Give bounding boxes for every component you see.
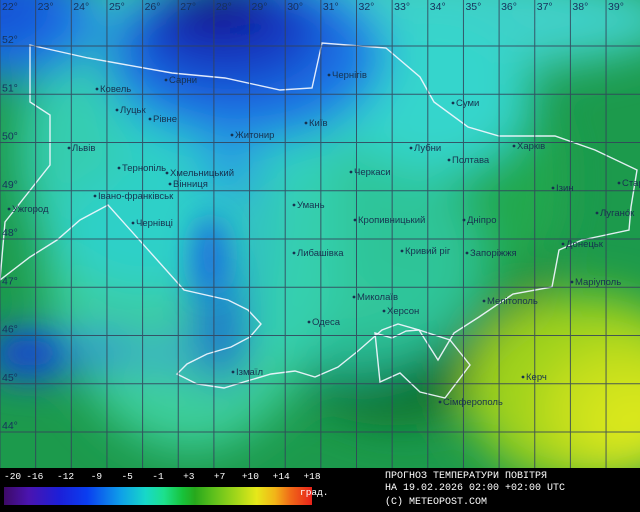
svg-text:Кривий ріг: Кривий ріг xyxy=(405,246,451,257)
svg-text:Маріуполь: Маріуполь xyxy=(575,277,621,288)
svg-text:Ізмаїл: Ізмаїл xyxy=(236,367,263,378)
svg-text:46°: 46° xyxy=(2,324,18,336)
svg-text:Черкаси: Черкаси xyxy=(354,167,391,178)
svg-text:Хмельницький: Хмельницький xyxy=(170,168,234,179)
svg-text:Ужгород: Ужгород xyxy=(12,204,49,215)
svg-text:Рівне: Рівне xyxy=(153,114,177,125)
svg-text:-1: -1 xyxy=(152,471,164,482)
svg-text:23°: 23° xyxy=(38,1,54,13)
svg-text:Миколаїв: Миколаїв xyxy=(357,292,398,303)
svg-text:32°: 32° xyxy=(359,1,375,13)
svg-text:45°: 45° xyxy=(2,372,18,384)
svg-text:Луцьк: Луцьк xyxy=(120,105,146,116)
svg-text:Керч: Керч xyxy=(526,372,547,383)
svg-text:Сарни: Сарни xyxy=(169,75,197,86)
svg-text:22°: 22° xyxy=(2,1,18,13)
svg-text:Ізин: Ізин xyxy=(556,183,574,194)
svg-text:+14: +14 xyxy=(273,471,290,482)
svg-text:37°: 37° xyxy=(537,1,553,13)
svg-text:38°: 38° xyxy=(572,1,588,13)
svg-text:Сімферополь: Сімферополь xyxy=(443,397,503,408)
svg-text:Староб: Староб xyxy=(622,178,640,189)
svg-text:Тернопіль: Тернопіль xyxy=(122,163,166,174)
svg-text:Херсон: Херсон xyxy=(387,306,419,317)
svg-text:Житонир: Житонир xyxy=(235,130,274,141)
svg-text:Донецьк: Донецьк xyxy=(566,239,604,250)
svg-text:-16: -16 xyxy=(26,471,43,482)
svg-text:24°: 24° xyxy=(73,1,89,13)
svg-text:-20: -20 xyxy=(4,471,21,482)
svg-text:Івано-франківськ: Івано-франківськ xyxy=(98,191,174,202)
svg-text:Чернігів: Чернігів xyxy=(332,70,367,81)
svg-text:+10: +10 xyxy=(242,471,259,482)
svg-text:Запоріжжя: Запоріжжя xyxy=(470,248,517,259)
svg-text:28°: 28° xyxy=(216,1,232,13)
svg-text:49°: 49° xyxy=(2,179,18,191)
svg-text:51°: 51° xyxy=(2,82,18,94)
svg-text:Умань: Умань xyxy=(297,200,325,211)
svg-text:-12: -12 xyxy=(57,471,74,482)
svg-text:Ковель: Ковель xyxy=(100,84,131,95)
svg-text:Суми: Суми xyxy=(456,98,479,109)
svg-text:Київ: Київ xyxy=(309,118,328,129)
svg-text:Львів: Львів xyxy=(72,143,95,154)
svg-text:Харків: Харків xyxy=(517,141,545,152)
svg-text:52°: 52° xyxy=(2,34,18,46)
svg-text:50°: 50° xyxy=(2,131,18,143)
svg-text:39°: 39° xyxy=(608,1,624,13)
svg-text:+7: +7 xyxy=(214,471,225,482)
svg-text:36°: 36° xyxy=(501,1,517,13)
svg-text:-5: -5 xyxy=(121,471,133,482)
svg-text:31°: 31° xyxy=(323,1,339,13)
svg-text:Либашівка: Либашівка xyxy=(297,248,344,259)
svg-text:35°: 35° xyxy=(465,1,481,13)
svg-text:Чернівці: Чернівці xyxy=(136,218,173,229)
svg-text:26°: 26° xyxy=(145,1,161,13)
svg-text:33°: 33° xyxy=(394,1,410,13)
svg-text:Одеса: Одеса xyxy=(312,317,341,328)
svg-text:Кропивницький: Кропивницький xyxy=(358,215,425,226)
svg-text:Полтава: Полтава xyxy=(452,155,490,166)
svg-text:48°: 48° xyxy=(2,227,18,239)
svg-text:34°: 34° xyxy=(430,1,446,13)
svg-text:Вінниця: Вінниця xyxy=(173,179,208,190)
svg-text:44°: 44° xyxy=(2,420,18,432)
svg-text:+3: +3 xyxy=(183,471,195,482)
svg-text:Лугано́к: Лугано́к xyxy=(600,208,635,219)
svg-text:27°: 27° xyxy=(180,1,196,13)
svg-text:Мелітополь: Мелітополь xyxy=(487,296,538,307)
svg-text:-9: -9 xyxy=(91,471,103,482)
svg-text:29°: 29° xyxy=(252,1,268,13)
svg-text:30°: 30° xyxy=(287,1,303,13)
svg-text:47°: 47° xyxy=(2,275,18,287)
svg-text:25°: 25° xyxy=(109,1,125,13)
svg-text:+18: +18 xyxy=(303,471,320,482)
svg-text:Лубни: Лубни xyxy=(414,143,441,154)
svg-text:Дніпро: Дніпро xyxy=(467,215,497,226)
